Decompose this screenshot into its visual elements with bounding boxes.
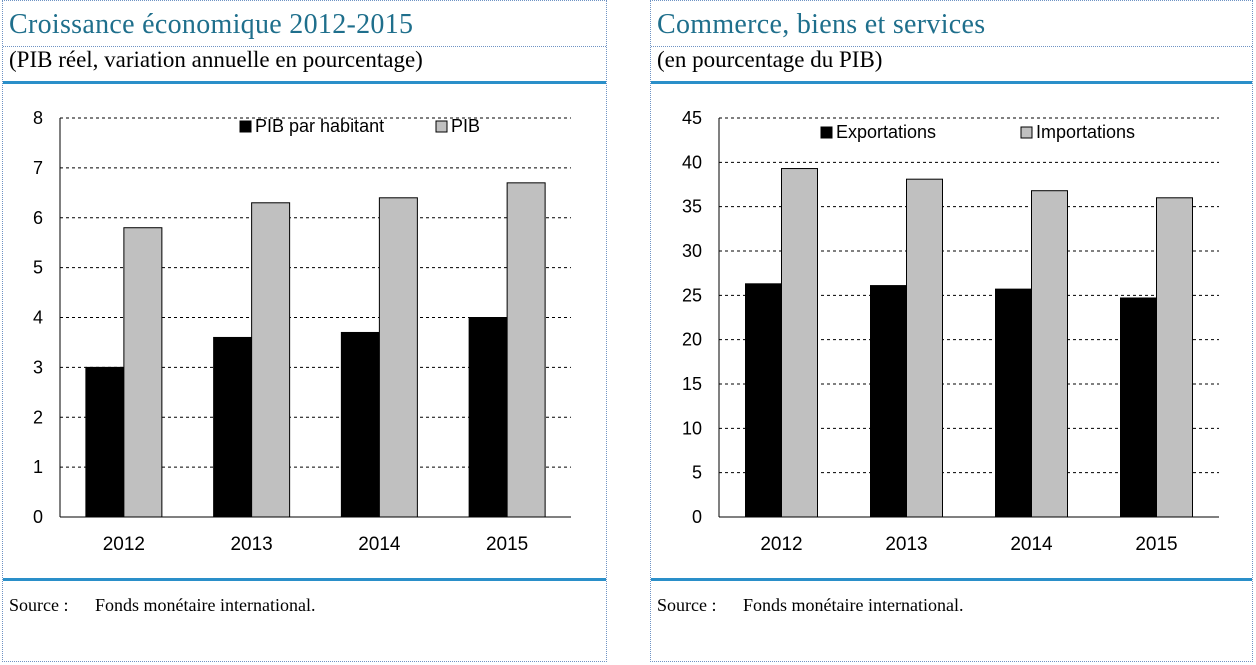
bar-pib-2013: [251, 202, 291, 518]
y-tick-label: 3: [33, 357, 43, 377]
legend-swatch: [1020, 126, 1033, 139]
y-tick-label: 10: [682, 418, 702, 438]
bar-pib-par-habitant-2012: [85, 366, 125, 518]
legend-label: Exportations: [836, 122, 936, 142]
legend-label: PIB: [451, 116, 480, 136]
y-tick-label: 8: [33, 108, 43, 128]
y-tick-label: 25: [682, 285, 702, 305]
bottom-rule: [3, 578, 606, 581]
y-tick-label: 40: [682, 152, 702, 172]
x-tick-label: 2012: [103, 534, 145, 555]
y-tick-label: 45: [682, 108, 702, 128]
trade-bar-chart: 0 5 10 15 20 25 30 35 40 45 2012 2013 2014 2015 Export…: [682, 108, 1219, 555]
chart-panel-trade: Commerce, biens et services (en pourcent…: [650, 0, 1253, 662]
bar-exportations-2014: [995, 288, 1032, 518]
bar-importations-2012: [781, 168, 818, 518]
x-tick-label: 2014: [1010, 534, 1053, 555]
bar-pib-2012: [123, 227, 163, 518]
growth-bar-chart: 0 1 2 3 4 5 6 7 8 2012 2013 2014 2015 PIB par habitan…: [33, 108, 571, 555]
bar-pib-2014: [378, 197, 418, 518]
x-tick-label: 2012: [760, 534, 802, 555]
legend-swatch: [435, 120, 448, 133]
x-tick-label: 2014: [358, 534, 401, 555]
title-divider: [3, 46, 606, 47]
x-tick-label: 2013: [230, 534, 272, 555]
y-tick-label: 30: [682, 241, 702, 261]
bar-exportations-2015: [1120, 297, 1157, 518]
legend-label: PIB par habitant: [255, 116, 384, 136]
chart-subtitle: (PIB réel, variation annuelle en pourcen…: [9, 47, 423, 72]
bar-pib-par-habitant-2013: [213, 336, 253, 518]
bar-exportations-2012: [745, 283, 782, 518]
y-tick-label: 5: [692, 463, 702, 483]
chart-panel-growth: Croissance économique 2012-2015 (PIB rée…: [2, 0, 607, 662]
y-tick-label: 5: [33, 258, 43, 278]
legend-swatch: [820, 126, 833, 139]
bar-importations-2014: [1031, 190, 1068, 518]
x-tick-label: 2015: [1135, 534, 1177, 555]
top-rule: [651, 81, 1252, 84]
legend-swatch: [239, 120, 252, 133]
x-tick-label: 2015: [486, 534, 528, 555]
source-note: Source : Fonds monétaire international.: [9, 595, 315, 616]
y-tick-label: 2: [33, 407, 43, 427]
top-rule: [3, 81, 606, 84]
bottom-rule: [651, 578, 1252, 581]
y-tick-label: 7: [33, 158, 43, 178]
y-tick-label: 35: [682, 197, 702, 217]
bar-pib-par-habitant-2015: [468, 317, 508, 518]
y-tick-label: 20: [682, 330, 702, 350]
bar-pib-par-habitant-2014: [340, 331, 380, 518]
bar-importations-2015: [1156, 197, 1193, 518]
legend-label: Importations: [1036, 122, 1135, 142]
bar-importations-2013: [906, 178, 943, 518]
x-tick-label: 2013: [885, 534, 927, 555]
y-tick-label: 0: [692, 507, 702, 527]
title-divider: [651, 46, 1252, 47]
chart-title: Commerce, biens et services: [657, 9, 986, 40]
source-note: Source : Fonds monétaire international.: [657, 595, 963, 616]
bar-exportations-2013: [870, 285, 907, 518]
y-tick-label: 4: [33, 308, 43, 328]
source-label: Source :: [9, 595, 69, 615]
source-label: Source :: [657, 595, 717, 615]
y-tick-label: 0: [33, 507, 43, 527]
chart-subtitle: (en pourcentage du PIB): [657, 47, 883, 72]
source-text: Fonds monétaire international.: [95, 595, 316, 615]
bar-pib-2015: [506, 182, 546, 518]
y-tick-label: 1: [33, 457, 43, 477]
y-tick-label: 15: [682, 374, 702, 394]
chart-title: Croissance économique 2012-2015: [9, 9, 414, 40]
y-tick-label: 6: [33, 208, 43, 228]
source-text: Fonds monétaire international.: [743, 595, 964, 615]
